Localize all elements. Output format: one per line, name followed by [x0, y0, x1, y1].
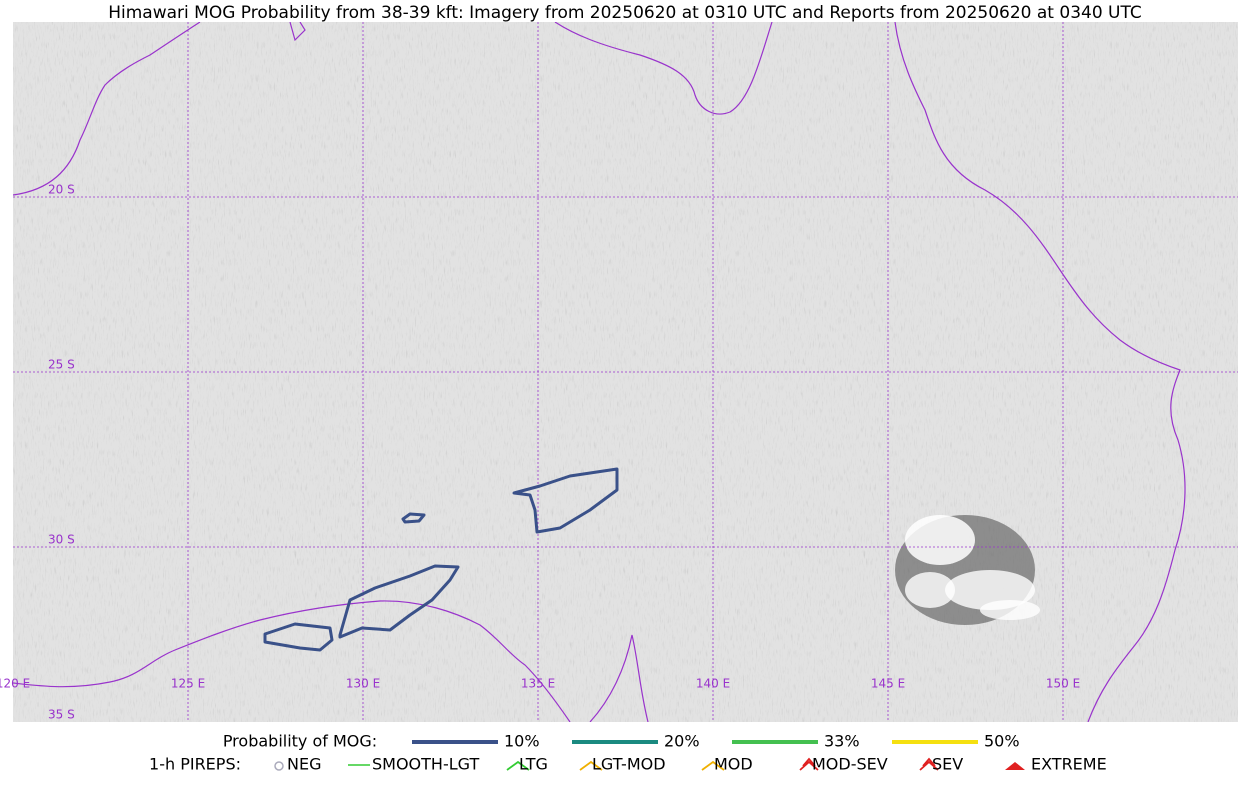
legend-title: 1-h PIREPS:: [149, 755, 241, 774]
legend-symbol: [701, 760, 725, 771]
coastline: [894, 22, 1186, 722]
lat-label: 20 S: [48, 183, 75, 197]
legend-label: EXTREME: [1031, 755, 1107, 774]
coastline: [554, 22, 773, 115]
legend-label: 50%: [984, 732, 1020, 751]
lon-label: 140 E: [696, 677, 730, 691]
lon-label: 145 E: [871, 677, 905, 691]
legend-label: 20%: [664, 732, 700, 751]
mog-contour: [401, 512, 426, 524]
legend-label: MOD-SEV: [812, 755, 888, 774]
legend-label: 10%: [504, 732, 540, 751]
legend-label: 33%: [824, 732, 860, 751]
mog-contour: [263, 622, 334, 652]
lon-label: 135 E: [521, 677, 555, 691]
mog-contour: [338, 564, 460, 639]
graticule: [13, 22, 1238, 722]
legend-label: SMOOTH-LGT: [372, 755, 479, 774]
legend-symbol: [799, 757, 819, 771]
coastline: [13, 22, 201, 196]
map: [13, 22, 1238, 722]
lon-label: 130 E: [346, 677, 380, 691]
lon-label: 150 E: [1046, 677, 1080, 691]
mog-contour: [512, 467, 619, 534]
legend-label: LGT-MOD: [592, 755, 666, 774]
legend-label: LTG: [519, 755, 548, 774]
legend: Probability of MOG: 1-h PIREPS: 10% 20% 33…: [149, 732, 1107, 774]
legend-label: NEG: [287, 755, 321, 774]
lat-label: 25 S: [48, 358, 75, 372]
lon-label: 125 E: [171, 677, 205, 691]
legend-symbol: [579, 760, 603, 771]
convection: [895, 515, 1040, 625]
legend-label: SEV: [932, 755, 963, 774]
lat-label: 35 S: [48, 708, 75, 722]
title: Himawari MOG Probability from 38-39 kft:…: [108, 3, 1142, 23]
coastline: [289, 22, 306, 42]
legend-symbol: [919, 757, 939, 771]
legend-label: MOD: [714, 755, 753, 774]
lon-label: 120 E: [0, 677, 30, 691]
legend-title: Probability of MOG:: [223, 732, 377, 751]
legend-symbol: [1005, 762, 1025, 770]
legend-symbol: [506, 760, 530, 771]
lat-label: 30 S: [48, 533, 75, 547]
coastline: [13, 600, 571, 722]
coastline: [589, 634, 649, 722]
legend-symbol: [274, 761, 284, 771]
